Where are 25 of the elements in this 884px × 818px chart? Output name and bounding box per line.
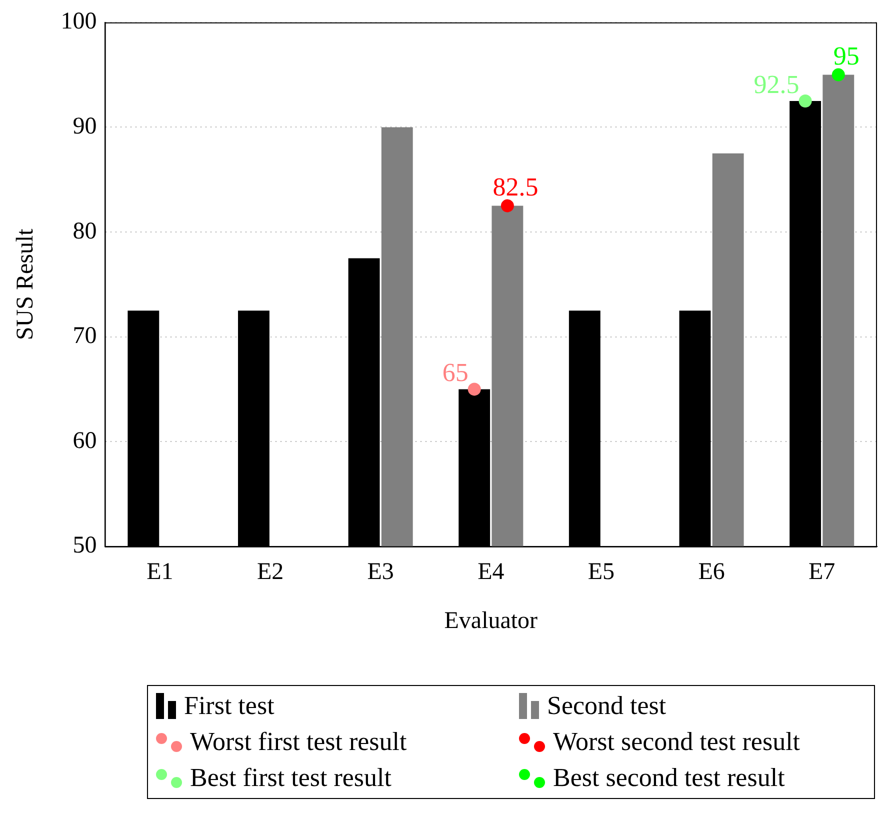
y-tick-label: 100	[60, 8, 97, 35]
legend-label: First test	[184, 690, 274, 722]
x-tick-label: E2	[256, 559, 284, 586]
legend-label: Worst first test result	[190, 726, 407, 758]
x-tick-label: E5	[588, 559, 615, 586]
x-tick-label: E4	[478, 559, 504, 586]
data-label: 95	[833, 42, 860, 71]
y-tick-label: 60	[72, 428, 97, 454]
y-axis-title: SUS Result	[12, 228, 39, 340]
data-label: 92.5	[754, 70, 800, 99]
data-label: 65	[442, 358, 468, 388]
x-tick-label: E1	[146, 559, 174, 586]
legend-label: Worst second test result	[553, 726, 800, 758]
legend-label: Second test	[547, 690, 666, 722]
x-tick-label: E6	[698, 559, 725, 586]
y-tick-label: 50	[72, 532, 97, 559]
x-axis-title: Evaluator	[444, 608, 538, 634]
x-tick-label: E7	[808, 559, 836, 586]
y-tick-label: 70	[72, 323, 97, 350]
legend-label: Best second test result	[553, 762, 785, 794]
x-tick-label: E3	[367, 559, 394, 586]
data-label: 82.5	[492, 172, 538, 202]
y-tick-label: 90	[72, 113, 97, 140]
legend-label: Best first test result	[190, 762, 392, 794]
y-tick-label: 80	[72, 218, 97, 244]
